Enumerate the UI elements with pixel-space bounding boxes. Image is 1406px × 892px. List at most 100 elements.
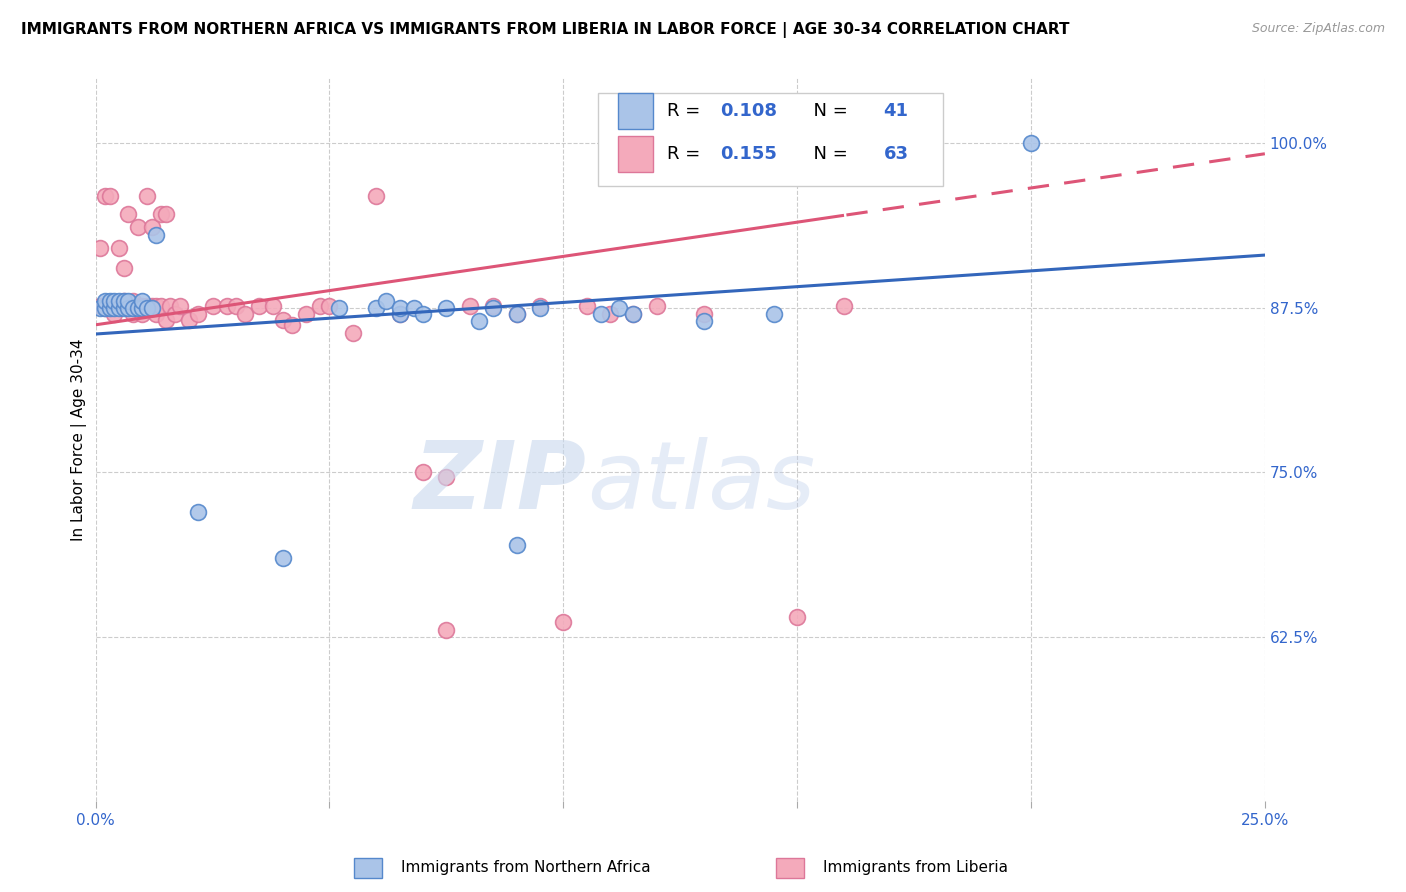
- Point: [262, 299, 284, 313]
- Text: ZIP: ZIP: [413, 437, 586, 529]
- Point: [127, 220, 149, 235]
- Point: [136, 189, 159, 203]
- Point: [103, 301, 125, 315]
- Point: [145, 228, 167, 243]
- Point: [145, 307, 167, 321]
- Point: [89, 242, 111, 256]
- Text: 0.155: 0.155: [720, 145, 778, 163]
- Point: [159, 299, 181, 313]
- Text: 41: 41: [884, 103, 908, 120]
- Point: [201, 299, 224, 313]
- Point: [98, 294, 121, 309]
- Point: [165, 307, 187, 321]
- Point: [94, 189, 117, 203]
- Point: [145, 299, 167, 313]
- Point: [692, 307, 714, 321]
- Point: [434, 470, 457, 484]
- Point: [155, 312, 177, 326]
- Point: [112, 294, 135, 309]
- Point: [482, 299, 505, 313]
- Point: [131, 301, 153, 315]
- Point: [762, 307, 785, 321]
- Point: [117, 299, 139, 313]
- Text: 0.108: 0.108: [720, 103, 778, 120]
- Point: [599, 307, 621, 321]
- Point: [623, 307, 645, 321]
- Point: [112, 301, 135, 315]
- Point: [318, 299, 340, 313]
- Point: [215, 299, 238, 313]
- Point: [589, 307, 612, 321]
- Point: [150, 207, 173, 221]
- Point: [127, 299, 149, 313]
- Point: [89, 299, 111, 313]
- Point: [122, 301, 145, 315]
- Text: atlas: atlas: [586, 437, 815, 528]
- Point: [529, 299, 551, 313]
- Point: [281, 318, 304, 332]
- Point: [458, 299, 481, 313]
- Point: [103, 299, 125, 313]
- Point: [136, 299, 159, 313]
- Point: [342, 326, 364, 340]
- Point: [122, 307, 145, 321]
- Point: [187, 505, 209, 519]
- Point: [155, 207, 177, 221]
- Point: [150, 299, 173, 313]
- Text: R =: R =: [668, 103, 706, 120]
- Text: IMMIGRANTS FROM NORTHERN AFRICA VS IMMIGRANTS FROM LIBERIA IN LABOR FORCE | AGE : IMMIGRANTS FROM NORTHERN AFRICA VS IMMIG…: [21, 22, 1070, 38]
- Point: [98, 301, 121, 315]
- Point: [309, 299, 332, 313]
- Text: N =: N =: [801, 145, 853, 163]
- Point: [434, 623, 457, 637]
- Point: [609, 301, 631, 315]
- Point: [388, 307, 411, 321]
- Point: [1019, 136, 1042, 151]
- Point: [225, 299, 247, 313]
- Point: [117, 207, 139, 221]
- Text: R =: R =: [668, 145, 706, 163]
- Point: [388, 307, 411, 321]
- Point: [117, 301, 139, 315]
- Point: [412, 465, 434, 479]
- Point: [271, 550, 294, 565]
- Point: [108, 301, 131, 315]
- Point: [94, 301, 117, 315]
- Point: [412, 307, 434, 321]
- Point: [505, 537, 527, 551]
- Point: [122, 294, 145, 309]
- Text: Source: ZipAtlas.com: Source: ZipAtlas.com: [1251, 22, 1385, 36]
- Text: Immigrants from Northern Africa: Immigrants from Northern Africa: [401, 860, 651, 874]
- Point: [187, 307, 209, 321]
- Point: [127, 301, 149, 315]
- Point: [623, 307, 645, 321]
- Point: [94, 301, 117, 315]
- Point: [553, 615, 575, 630]
- Point: [103, 307, 125, 321]
- Text: 63: 63: [884, 145, 908, 163]
- Point: [388, 301, 411, 315]
- Point: [179, 312, 201, 326]
- Point: [98, 301, 121, 315]
- Bar: [619, 94, 654, 129]
- Point: [103, 294, 125, 309]
- Point: [108, 294, 131, 309]
- Point: [98, 189, 121, 203]
- Point: [141, 299, 163, 313]
- Point: [832, 299, 855, 313]
- Point: [89, 301, 111, 315]
- Point: [131, 307, 153, 321]
- Point: [136, 301, 159, 315]
- Point: [529, 301, 551, 315]
- Point: [117, 294, 139, 309]
- Point: [233, 307, 256, 321]
- Point: [112, 294, 135, 309]
- Text: N =: N =: [801, 103, 853, 120]
- Point: [505, 307, 527, 321]
- Point: [108, 242, 131, 256]
- Point: [141, 220, 163, 235]
- Point: [786, 610, 808, 624]
- Point: [247, 299, 270, 313]
- Point: [366, 301, 388, 315]
- Point: [468, 314, 491, 328]
